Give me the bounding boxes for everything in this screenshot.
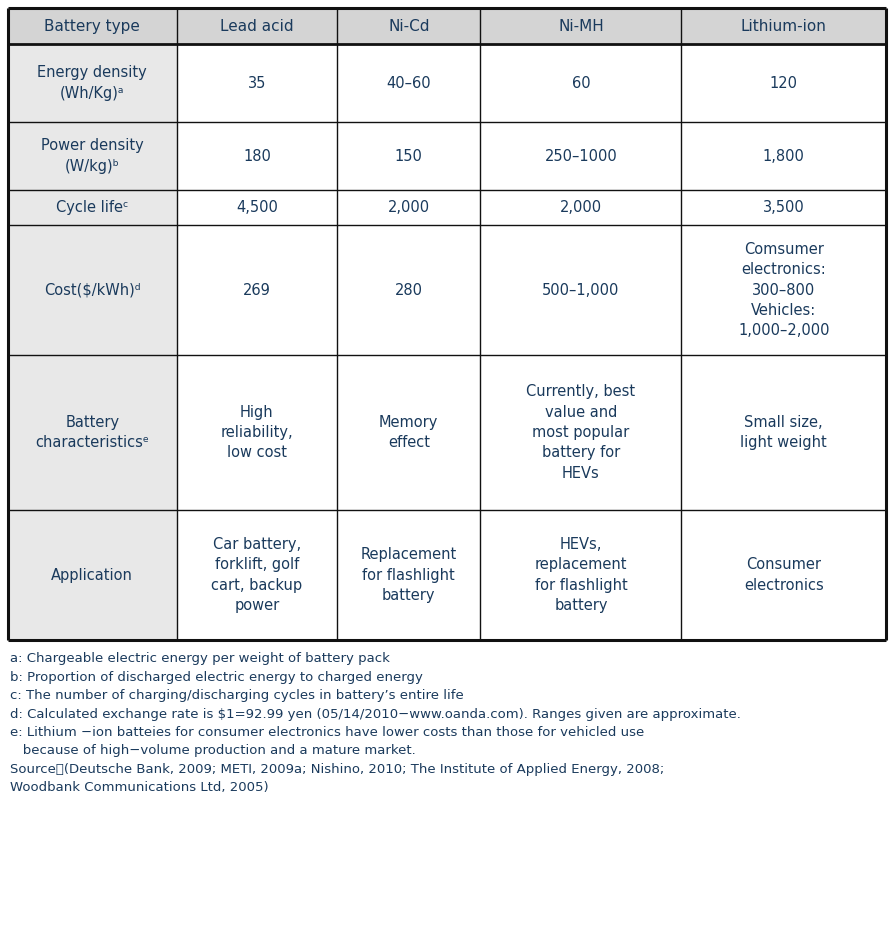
Text: Ni-Cd: Ni-Cd (388, 19, 429, 33)
Text: 269: 269 (243, 282, 271, 297)
Text: 2,000: 2,000 (560, 200, 602, 215)
Bar (8, 44, 177, 122)
Text: 180: 180 (243, 149, 271, 164)
Bar (8, 190, 177, 225)
Bar (681, 225, 886, 355)
Bar (337, 122, 480, 190)
Bar (480, 122, 681, 190)
Text: 2,000: 2,000 (388, 200, 430, 215)
Text: 250–1000: 250–1000 (544, 149, 617, 164)
Bar (480, 355, 681, 510)
Bar (177, 225, 337, 355)
Text: 280: 280 (395, 282, 423, 297)
Text: Replacement
for flashlight
battery: Replacement for flashlight battery (360, 547, 457, 603)
Text: c: The number of charging/discharging cycles in battery’s entire life: c: The number of charging/discharging cy… (10, 689, 464, 702)
Text: 150: 150 (395, 149, 423, 164)
Bar (480, 8, 681, 44)
Text: d: Calculated exchange rate is $1=92.99 yen (05/14/2010−www.oanda.com). Ranges g: d: Calculated exchange rate is $1=92.99 … (10, 707, 741, 721)
Text: Energy density
(Wh/Kg)ᵃ: Energy density (Wh/Kg)ᵃ (38, 65, 148, 100)
Bar (177, 8, 337, 44)
Bar (480, 225, 681, 355)
Text: High
reliability,
low cost: High reliability, low cost (221, 404, 293, 460)
Text: Source：(Deutsche Bank, 2009; METI, 2009a; Nishino, 2010; The Institute of Applie: Source：(Deutsche Bank, 2009; METI, 2009a… (10, 763, 664, 794)
Bar (337, 190, 480, 225)
Bar (681, 8, 886, 44)
Bar (480, 44, 681, 122)
Bar (681, 44, 886, 122)
Bar (681, 355, 886, 510)
Text: Battery
characteristicsᵉ: Battery characteristicsᵉ (35, 415, 149, 450)
Bar (8, 355, 177, 510)
Text: Battery type: Battery type (45, 19, 140, 33)
Bar (337, 355, 480, 510)
Text: Car battery,
forklift, golf
cart, backup
power: Car battery, forklift, golf cart, backup… (211, 537, 302, 613)
Text: HEVs,
replacement
for flashlight
battery: HEVs, replacement for flashlight battery (535, 537, 628, 613)
Bar (8, 122, 177, 190)
Bar (681, 510, 886, 640)
Text: Application: Application (51, 567, 133, 582)
Text: 4,500: 4,500 (236, 200, 278, 215)
Text: 3,500: 3,500 (763, 200, 805, 215)
Bar (681, 122, 886, 190)
Bar (8, 8, 177, 44)
Text: 60: 60 (571, 76, 590, 91)
Text: Ni-MH: Ni-MH (558, 19, 603, 33)
Bar (681, 190, 886, 225)
Text: 35: 35 (248, 76, 266, 91)
Text: Cost($/kWh)ᵈ: Cost($/kWh)ᵈ (44, 282, 140, 297)
Text: a: Chargeable electric energy per weight of battery pack: a: Chargeable electric energy per weight… (10, 652, 390, 665)
Text: 1,800: 1,800 (763, 149, 805, 164)
Text: Currently, best
value and
most popular
battery for
HEVs: Currently, best value and most popular b… (527, 384, 636, 481)
Bar (177, 510, 337, 640)
Bar (8, 510, 177, 640)
Bar (177, 190, 337, 225)
Bar (8, 225, 177, 355)
Text: Lead acid: Lead acid (220, 19, 294, 33)
Bar (480, 510, 681, 640)
Bar (177, 122, 337, 190)
Text: 40–60: 40–60 (386, 76, 431, 91)
Bar (337, 225, 480, 355)
Text: Small size,
light weight: Small size, light weight (740, 415, 827, 450)
Text: Lithium-ion: Lithium-ion (741, 19, 827, 33)
Bar (337, 510, 480, 640)
Bar (177, 44, 337, 122)
Text: 500–1,000: 500–1,000 (542, 282, 620, 297)
Text: Power density
(W/kg)ᵇ: Power density (W/kg)ᵇ (41, 138, 144, 173)
Text: 120: 120 (770, 76, 797, 91)
Text: e: Lithium −ion batteies for consumer electronics have lower costs than those fo: e: Lithium −ion batteies for consumer el… (10, 726, 645, 757)
Text: Comsumer
electronics:
300–800
Vehicles:
1,000–2,000: Comsumer electronics: 300–800 Vehicles: … (738, 241, 830, 338)
Text: Memory
effect: Memory effect (379, 415, 438, 450)
Text: Cycle lifeᶜ: Cycle lifeᶜ (56, 200, 129, 215)
Text: b: Proportion of discharged electric energy to charged energy: b: Proportion of discharged electric ene… (10, 670, 423, 684)
Bar (480, 190, 681, 225)
Bar (337, 44, 480, 122)
Bar (177, 355, 337, 510)
Text: Consumer
electronics: Consumer electronics (744, 557, 823, 593)
Bar (337, 8, 480, 44)
